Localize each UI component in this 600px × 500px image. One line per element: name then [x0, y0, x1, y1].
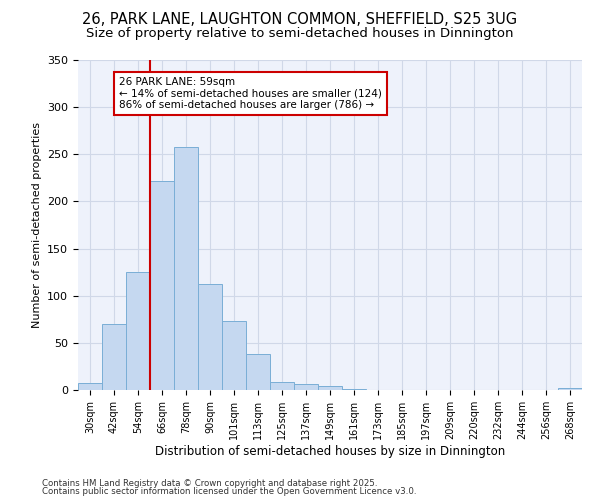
Bar: [126, 272, 150, 390]
Bar: [174, 146, 198, 390]
Bar: [558, 388, 582, 390]
Bar: [78, 384, 102, 390]
X-axis label: Distribution of semi-detached houses by size in Dinnington: Distribution of semi-detached houses by …: [155, 444, 505, 458]
Bar: [270, 382, 294, 390]
Bar: [318, 386, 342, 390]
Bar: [246, 354, 270, 390]
Bar: [342, 389, 366, 390]
Text: 26, PARK LANE, LAUGHTON COMMON, SHEFFIELD, S25 3UG: 26, PARK LANE, LAUGHTON COMMON, SHEFFIEL…: [82, 12, 518, 28]
Y-axis label: Number of semi-detached properties: Number of semi-detached properties: [32, 122, 41, 328]
Text: Size of property relative to semi-detached houses in Dinnington: Size of property relative to semi-detach…: [86, 28, 514, 40]
Bar: [222, 321, 246, 390]
Bar: [294, 384, 318, 390]
Bar: [102, 324, 126, 390]
Text: Contains public sector information licensed under the Open Government Licence v3: Contains public sector information licen…: [42, 487, 416, 496]
Text: 26 PARK LANE: 59sqm
← 14% of semi-detached houses are smaller (124)
86% of semi-: 26 PARK LANE: 59sqm ← 14% of semi-detach…: [119, 77, 382, 110]
Bar: [150, 180, 174, 390]
Bar: [198, 284, 222, 390]
Text: Contains HM Land Registry data © Crown copyright and database right 2025.: Contains HM Land Registry data © Crown c…: [42, 478, 377, 488]
